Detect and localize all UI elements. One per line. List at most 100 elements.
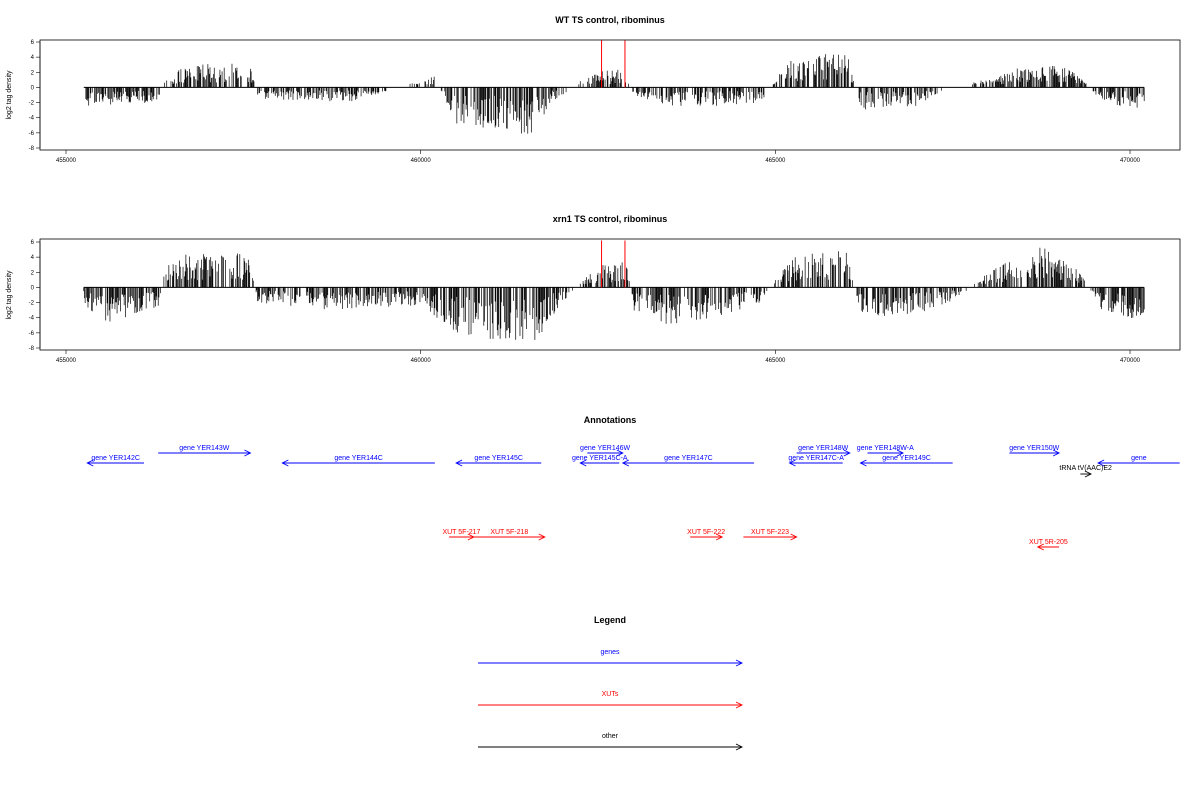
feature-label: gene YER142C [91, 455, 140, 462]
xut-feature: XUT 5F-218 [473, 529, 546, 541]
feature-label: gene YER148W [798, 445, 848, 452]
feature-label: XUT 5R-205 [1029, 539, 1068, 546]
arrowhead-right [1084, 470, 1092, 478]
gene-feature: gene [1097, 455, 1180, 467]
feature-label: gene [1131, 455, 1147, 462]
plot-frame [39, 39, 1181, 151]
arrowhead-left [455, 459, 463, 467]
arrowhead-left [281, 459, 289, 467]
x-tick-label: 455000 [56, 158, 77, 164]
y-tick-label: -6 [29, 131, 35, 137]
y-tick-label: 2 [31, 270, 35, 276]
legend-item-genes: genes [478, 649, 744, 667]
x-tick-label: 455000 [56, 358, 77, 364]
y-tick-label: 4 [31, 55, 35, 61]
x-tick-label: 460000 [411, 358, 432, 364]
xrn1-density-panel: xrn1 TS control, ribominus log2 tag dens… [6, 214, 1181, 364]
y-tick-label: -8 [29, 146, 35, 152]
legend-items: genes XUTs other [478, 649, 744, 751]
gene-feature: gene YER147C [621, 455, 755, 467]
x-tick-label: 470000 [1120, 358, 1141, 364]
y-tick-label: 4 [31, 255, 35, 261]
annotations-title: Annotations [584, 415, 637, 425]
arrowhead-left [579, 459, 587, 467]
legend-arrowhead [735, 659, 744, 667]
arrowhead-right [843, 449, 851, 457]
x-tick-label: 465000 [765, 358, 786, 364]
legend-item-XUTs: XUTs [478, 691, 744, 709]
y-tick-label: 6 [31, 240, 35, 246]
y-tick-label: 0 [31, 285, 35, 291]
arrowhead-left [86, 459, 94, 467]
feature-label: gene YER144C [334, 455, 383, 462]
legend-label: other [602, 733, 619, 740]
feature-label: gene YER145C-A [572, 455, 628, 462]
y-tick-label: -2 [29, 301, 35, 307]
feature-label: gene YER146W [580, 445, 630, 452]
feature-label: gene YER147C [664, 455, 713, 462]
y-axis-label: log2 tag density [6, 70, 13, 120]
y-axis: 6 4 2 0 -2 -4 -6 -8 [29, 40, 41, 152]
feature-label: gene YER149C [882, 455, 931, 462]
legend-title: Legend [594, 615, 626, 625]
legend-arrowhead [735, 743, 744, 751]
gene-feature: gene YER148W [796, 445, 851, 457]
arrowhead-right [244, 449, 252, 457]
legend-label: XUTs [602, 691, 619, 698]
feature-label: XUT 5F-223 [751, 529, 789, 536]
arrowhead-right [538, 533, 546, 541]
gene-feature: gene YER148W-A [857, 445, 914, 457]
y-tick-label: -4 [29, 116, 35, 122]
x-axis: 455000 460000 465000 470000 [56, 150, 1141, 164]
wt-density-panel: WT TS control, ribominus log2 tag densit… [6, 15, 1181, 164]
density-bars [83, 240, 1145, 340]
arrowhead-right [715, 533, 724, 541]
feature-label: gene YER150W [1009, 445, 1059, 452]
x-tick-label: 465000 [765, 158, 786, 164]
xut-feature: XUT 5F-222 [687, 529, 725, 541]
y-tick-label: 6 [31, 40, 35, 46]
y-axis: 6 4 2 0 -2 -4 -6 -8 [29, 240, 41, 352]
gene-feature: gene YER149C [859, 455, 953, 467]
y-tick-label: -2 [29, 101, 35, 107]
arrowhead-left [859, 459, 867, 467]
gene-feature: gene YER147C-A [788, 455, 844, 467]
gene-feature: gene YER150W [1009, 445, 1061, 457]
feature-label: XUT 5F-218 [490, 529, 528, 536]
panel-title: WT TS control, ribominus [555, 15, 665, 25]
xut-feature: XUT 5F-223 [743, 529, 798, 541]
y-tick-label: 2 [31, 70, 35, 76]
panel-title: xrn1 TS control, ribominus [553, 214, 668, 224]
y-tick-label: -6 [29, 331, 35, 337]
arrowhead-left [621, 459, 630, 467]
annotation-features: gene YER142C gene YER143W gene YER144C gene… [86, 445, 1180, 551]
feature-label: XUT 5F-217 [442, 529, 480, 536]
legend-item-other: other [478, 733, 744, 751]
legend: Legend genes XUTs other [478, 615, 744, 751]
gene-feature: gene YER145C-A [572, 455, 628, 467]
xut-feature: XUT 5F-217 [442, 529, 481, 541]
gene-feature: gene YER145C [455, 455, 542, 467]
y-axis-label: log2 tag density [6, 270, 13, 320]
feature-label: gene YER143W [179, 445, 229, 452]
arrowhead-left [788, 459, 796, 467]
density-bars [83, 40, 1145, 134]
plot-frame [39, 238, 1181, 351]
xut-feature: XUT 5R-205 [1029, 539, 1068, 551]
y-tick-label: 0 [31, 85, 35, 91]
arrowhead-right [896, 449, 905, 457]
arrowhead-left [1097, 459, 1105, 467]
feature-label: gene YER147C-A [788, 455, 844, 462]
y-tick-label: -4 [29, 316, 35, 322]
arrowhead-right [790, 533, 798, 541]
feature-label: gene YER148W-A [857, 445, 914, 452]
feature-label: XUT 5F-222 [687, 529, 725, 536]
gene-feature: gene YER146W [580, 445, 631, 457]
feature-label: tRNA tV(AAC)E2 [1059, 465, 1112, 472]
arrowhead-right [1052, 449, 1061, 457]
gene-feature: gene YER142C [86, 455, 145, 467]
y-tick-label: -8 [29, 346, 35, 352]
arrowhead-left [1036, 543, 1044, 551]
